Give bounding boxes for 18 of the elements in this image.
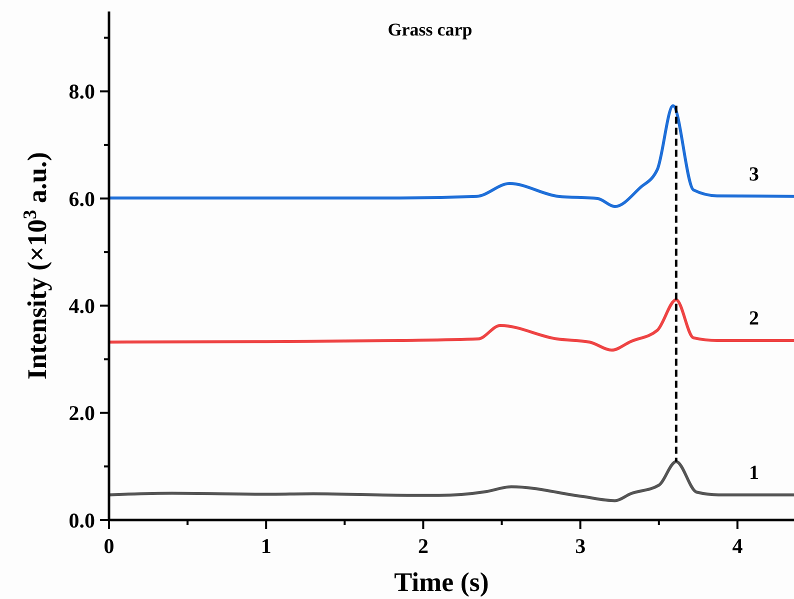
x-tick-label: 2 bbox=[418, 534, 428, 558]
line-series bbox=[109, 460, 794, 502]
y-tick-label: 2.0 bbox=[68, 401, 95, 426]
series-label: 3 bbox=[749, 163, 759, 186]
line-series bbox=[109, 104, 794, 208]
x-tick-label: 4 bbox=[732, 534, 744, 558]
line-series bbox=[109, 298, 794, 352]
series-label: 2 bbox=[749, 308, 759, 330]
x-tick-label: 3 bbox=[575, 534, 586, 558]
y-tick-label: 4.0 bbox=[68, 294, 95, 318]
y-tick-label: 6.0 bbox=[68, 186, 95, 211]
y-tick-label: 8.0 bbox=[68, 80, 95, 104]
x-axis-title: Time (s) bbox=[394, 567, 489, 597]
y-tick-label: 0.0 bbox=[68, 508, 95, 532]
x-tick-label: 1 bbox=[260, 534, 272, 558]
series-label: 1 bbox=[749, 462, 759, 484]
x-tick-label: 0 bbox=[104, 534, 114, 558]
chart-title: Grass carp bbox=[388, 20, 472, 40]
